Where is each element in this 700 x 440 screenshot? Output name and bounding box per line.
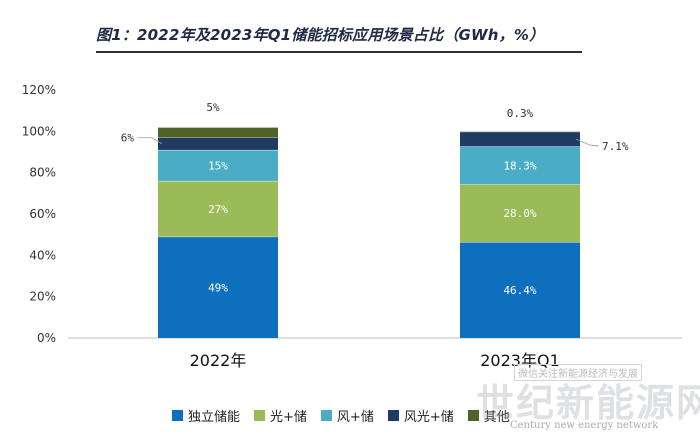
legend-swatch (467, 410, 479, 421)
bars-layer (158, 126, 580, 338)
data-label: 28.0% (503, 207, 536, 220)
y-tick-label: 60% (29, 207, 56, 221)
legend-label: 风+储 (336, 410, 374, 425)
legend-label: 独立储能 (188, 410, 241, 425)
bar-segment (460, 146, 580, 185)
bar-segment (158, 180, 278, 237)
bar-segment (158, 149, 278, 181)
y-tick-label: 40% (29, 248, 56, 262)
stacked-bar-chart: 0% 20% 40% 60% 80% 100% 120% 2022年 2023年Q1 49% 27… (22, 83, 682, 370)
watermark-subtitle: Century new energy network (510, 420, 659, 431)
data-label: 15% (208, 159, 228, 172)
axis-layer: 0% 20% 40% 60% 80% 100% 120% 2022年 2023年Q1 (22, 83, 682, 370)
watermark-caption: 微信关注新能源经济与发展 (514, 364, 642, 381)
bar-segment (158, 127, 278, 138)
y-tick-label: 20% (29, 290, 56, 304)
data-label: 0.3% (507, 107, 534, 120)
x-category-label: 2022年 (190, 351, 247, 370)
bar-segment (460, 242, 580, 338)
legend-swatch (254, 410, 266, 421)
y-tick-label: 80% (29, 166, 56, 180)
legend-item: 风+储 (320, 406, 374, 425)
legend-item: 风光+储 (387, 406, 454, 425)
data-label: 5% (206, 101, 220, 114)
data-label: 49% (208, 281, 228, 294)
y-tick-label: 100% (22, 124, 56, 138)
x-category-label: 2023年Q1 (480, 351, 560, 370)
chart-title: 图1：2022年及2023年Q1储能招标应用场景占比（GWh，%） (96, 26, 545, 44)
data-label: 18.3% (503, 159, 536, 172)
bar-segment (158, 137, 278, 150)
data-label: 46.4% (503, 284, 536, 297)
leader-line (137, 137, 163, 145)
legend-item: 其他 (467, 406, 510, 425)
bar-segment (158, 236, 278, 338)
watermark: 微信关注新能源经济与发展 世纪新能源网 Century new energy n… (470, 360, 700, 440)
legend: 独立储能 光+储 风+储 风光+储 其他 (172, 406, 510, 425)
data-labels-layer: 49% 27% 15% 6% 5% 46.4% 28.0% 18.3% 7.1% 0.3% (121, 101, 629, 297)
legend-item: 独立储能 (172, 406, 240, 425)
legend-item: 光+储 (254, 406, 307, 425)
legend-label: 其他 (483, 410, 510, 425)
bar-segment (460, 184, 580, 243)
watermark-logo-text: 世纪新能源网 (476, 381, 700, 425)
data-label: 7.1% (602, 140, 629, 153)
legend-swatch (387, 410, 399, 421)
bar-segment (460, 131, 580, 147)
title-underline (96, 51, 582, 53)
legend-swatch (172, 410, 183, 421)
y-tick-label: 0% (37, 331, 56, 345)
data-label: 27% (208, 203, 228, 216)
leader-line (575, 138, 600, 147)
legend-swatch (320, 410, 332, 421)
y-tick-label: 120% (22, 83, 56, 97)
legend-label: 风光+储 (403, 410, 454, 425)
legend-label: 光+储 (270, 410, 307, 425)
data-label: 6% (121, 132, 135, 145)
